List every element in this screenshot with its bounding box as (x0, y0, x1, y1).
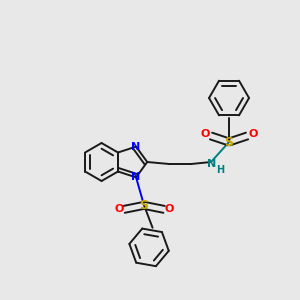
Text: N: N (131, 142, 141, 152)
Text: O: O (164, 204, 174, 214)
Text: O: O (248, 129, 258, 139)
Text: N: N (131, 172, 141, 182)
Text: S: S (140, 199, 148, 212)
Text: H: H (216, 165, 224, 175)
Text: N: N (207, 159, 217, 169)
Text: O: O (114, 204, 124, 214)
Text: S: S (224, 136, 233, 148)
Text: O: O (200, 129, 210, 139)
